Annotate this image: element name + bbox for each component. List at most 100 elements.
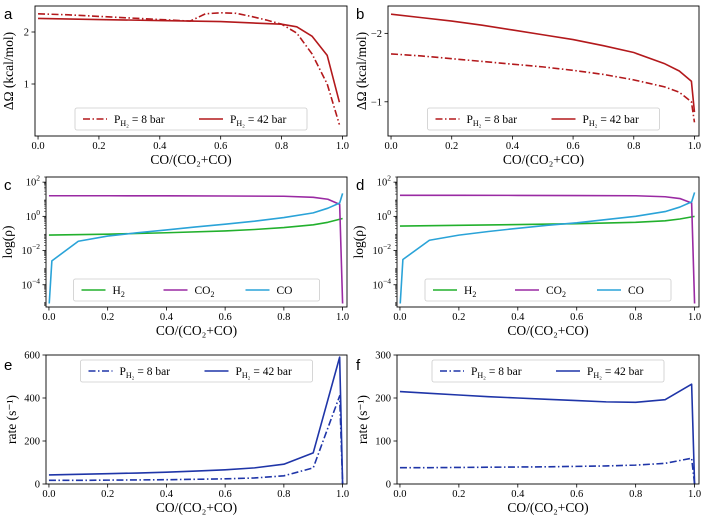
x-tick-label-b-2: 0.4 <box>506 141 520 152</box>
x-tick-label-c-4: 0.8 <box>277 312 290 323</box>
x-tick-label-e-4: 0.8 <box>277 489 290 500</box>
y-tick-label-a-1: 2 <box>24 28 29 39</box>
legend-label-a-1: PH₂ = 42 bar <box>230 114 286 128</box>
y-tick-label-f-1: 100 <box>375 437 391 448</box>
panel-letter-a: a <box>4 6 13 23</box>
legend-a: PH₂ = 8 bar PH₂ = 42 bar <box>74 107 308 131</box>
series-line-d-2 <box>399 192 696 304</box>
x-axis-title-a: CO/(CO₂+CO) <box>150 152 231 167</box>
legend-label-a-0: PH₂ = 8 bar <box>114 114 165 128</box>
series-line-b-1 <box>390 13 696 113</box>
plot-frame-d <box>396 176 700 308</box>
y-tick-label-f-3: 300 <box>375 351 391 362</box>
plot-frame-c <box>45 176 348 308</box>
x-tick-label-d-5: 1.0 <box>688 312 701 323</box>
y-tick-label-e-2: 400 <box>24 394 40 405</box>
legend-label-d-2: CO <box>628 285 644 297</box>
y-tick-label-d-3: 102 <box>377 174 392 189</box>
series-line-f-1 <box>399 383 696 484</box>
panel-a: 0.0 0.2 0.4 0.6 0.8 1.0 1 2 CO/(CO₂+CO) ΔΩ (kcal/… <box>1 5 349 167</box>
series-line-f-0 <box>399 457 696 484</box>
y-tick-label-f-0: 0 <box>386 480 391 491</box>
y-axis-title-d: log(ρ) <box>351 226 366 259</box>
series-line-c-2 <box>48 193 344 304</box>
x-axis-title-f: CO/(CO₂+CO) <box>507 500 588 515</box>
panel-letter-e: e <box>4 357 12 374</box>
series-line-a-1 <box>38 17 341 103</box>
x-tick-label-a-1: 0.2 <box>92 141 105 152</box>
y-tick-label-e-0: 0 <box>35 480 40 491</box>
y-tick-label-d-0: 10−4 <box>373 276 392 291</box>
legend-label-c-1: CO2 <box>195 285 215 299</box>
legend-box-c <box>73 278 320 302</box>
legend-label-b-0: PH₂ = 8 bar <box>467 114 518 128</box>
y-tick-label-c-1: 10−2 <box>22 242 41 257</box>
x-tick-label-a-0: 0.0 <box>31 141 44 152</box>
x-tick-label-a-4: 0.8 <box>275 141 288 152</box>
x-tick-label-f-3: 0.6 <box>570 489 583 500</box>
legend-label-e-1: PH₂ = 42 bar <box>236 366 292 380</box>
legend-b: PH₂ = 8 bar PH₂ = 42 bar <box>427 107 660 131</box>
x-tick-label-c-2: 0.4 <box>160 312 174 323</box>
y-axis-title-c: log(ρ) <box>0 226 15 259</box>
x-tick-label-b-5: 1.0 <box>688 141 701 152</box>
x-tick-label-e-1: 0.2 <box>101 489 114 500</box>
plot-frame-e <box>45 354 348 485</box>
x-tick-label-d-0: 0.0 <box>393 312 406 323</box>
plot-frame-a <box>34 5 348 137</box>
x-tick-label-e-0: 0.0 <box>42 489 55 500</box>
panel-letter-f: f <box>356 357 361 374</box>
x-tick-label-c-5: 1.0 <box>336 312 349 323</box>
legend-c: H2 CO2 CO <box>73 278 320 302</box>
x-tick-label-c-0: 0.0 <box>42 312 55 323</box>
y-axis-title-f: rate (s⁻¹) <box>355 395 370 444</box>
panel-c: 0.0 0.2 0.4 0.6 0.8 1.0 10−4 10−2 100 102 CO/(CO₂+… <box>0 174 349 338</box>
panel-e: 0.0 0.2 0.4 0.6 0.8 1.0 0 200 400 600 CO/(CO₂+CO) r… <box>4 351 349 516</box>
series-line-d-0 <box>399 215 695 227</box>
x-tick-label-d-3: 0.6 <box>570 312 583 323</box>
x-tick-label-f-4: 0.8 <box>629 489 642 500</box>
x-tick-label-b-0: 0.0 <box>384 141 397 152</box>
legend-label-b-1: PH₂ = 42 bar <box>583 114 639 128</box>
legend-label-c-0: H2 <box>113 285 125 299</box>
legend-box-b <box>427 107 660 131</box>
panel-letter-d: d <box>356 177 364 194</box>
plot-frame-f <box>396 354 700 485</box>
x-tick-label-c-1: 0.2 <box>101 312 114 323</box>
legend-box-a <box>74 107 308 131</box>
y-tick-label-e-3: 600 <box>24 351 40 362</box>
y-tick-label-e-1: 200 <box>24 437 40 448</box>
y-axis-title-e: rate (s⁻¹) <box>4 395 19 444</box>
x-tick-label-f-5: 1.0 <box>688 489 701 500</box>
x-tick-label-e-2: 0.4 <box>160 489 174 500</box>
legend-d: H2 CO2 CO <box>424 278 672 302</box>
y-axis-title-b: ΔΩ (kcal/mol) <box>354 32 369 110</box>
legend-label-f-1: PH₂ = 42 bar <box>587 366 643 380</box>
y-tick-label-c-2: 100 <box>26 208 41 223</box>
panel-letter-b: b <box>356 6 364 23</box>
x-axis-title-e: CO/(CO₂+CO) <box>156 500 237 515</box>
legend-box-e <box>80 359 313 383</box>
legend-box-f <box>431 359 665 383</box>
x-tick-label-f-2: 0.4 <box>511 489 525 500</box>
legend-label-d-1: CO2 <box>546 285 566 299</box>
legend-label-f-0: PH₂ = 8 bar <box>471 366 522 380</box>
x-tick-label-a-3: 0.6 <box>214 141 227 152</box>
y-tick-label-c-0: 10−4 <box>22 276 41 291</box>
x-tick-label-f-1: 0.2 <box>452 489 465 500</box>
x-tick-label-b-4: 0.8 <box>627 141 640 152</box>
y-tick-label-a-0: 1 <box>24 80 29 91</box>
y-tick-label-c-3: 102 <box>26 174 41 189</box>
legend-label-e-0: PH₂ = 8 bar <box>120 366 171 380</box>
legend-f: PH₂ = 8 bar PH₂ = 42 bar <box>431 359 665 383</box>
x-tick-label-e-5: 1.0 <box>336 489 349 500</box>
panel-letter-c: c <box>4 177 12 194</box>
y-tick-label-d-2: 100 <box>377 208 392 223</box>
x-tick-label-b-1: 0.2 <box>445 141 458 152</box>
x-tick-label-d-2: 0.4 <box>511 312 525 323</box>
series-line-b-0 <box>390 53 696 123</box>
x-tick-label-e-3: 0.6 <box>219 489 232 500</box>
legend-label-c-2: CO <box>277 285 293 297</box>
plot-frame-b <box>387 5 700 137</box>
